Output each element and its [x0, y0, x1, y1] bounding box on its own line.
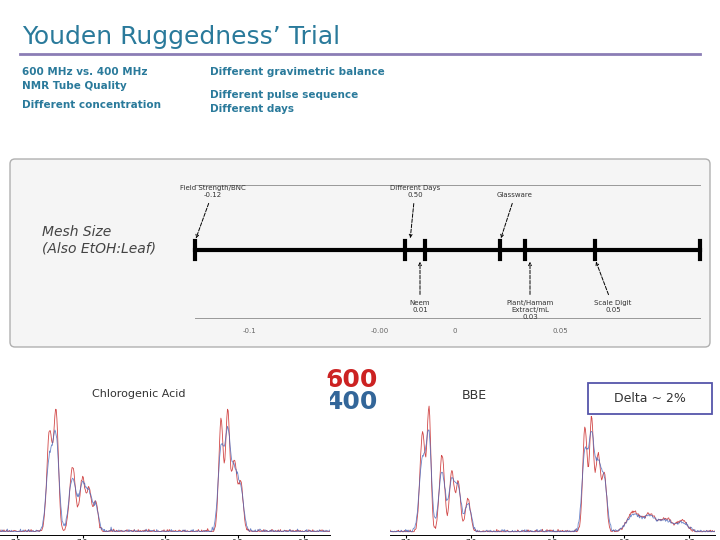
Text: Plant/Hamam
Extract/mL
0.03: Plant/Hamam Extract/mL 0.03	[506, 263, 554, 320]
Text: 600 MHz vs. 400 MHz
NMR Tube Quality: 600 MHz vs. 400 MHz NMR Tube Quality	[22, 67, 148, 91]
Text: Scale Digit
0.05: Scale Digit 0.05	[594, 262, 631, 313]
Text: 600: 600	[326, 368, 378, 392]
Text: Youden Ruggedness’ Trial: Youden Ruggedness’ Trial	[22, 25, 340, 49]
FancyBboxPatch shape	[588, 383, 712, 414]
Text: -0.1: -0.1	[243, 328, 257, 334]
Text: 0.05: 0.05	[552, 328, 568, 334]
Text: Different pulse sequence
Different days: Different pulse sequence Different days	[210, 90, 359, 114]
Text: 0: 0	[453, 328, 457, 334]
Text: BBE: BBE	[462, 389, 487, 402]
Text: Mesh Size
(Also EtOH:Leaf): Mesh Size (Also EtOH:Leaf)	[42, 225, 156, 255]
Text: Neem
0.01: Neem 0.01	[410, 263, 431, 313]
Text: -0.00: -0.00	[371, 328, 389, 334]
Text: 7: 7	[701, 519, 709, 532]
FancyBboxPatch shape	[10, 159, 710, 347]
Text: Chlorogenic Acid: Chlorogenic Acid	[92, 389, 186, 399]
Text: 400: 400	[326, 390, 378, 414]
Text: Glassware: Glassware	[497, 192, 533, 237]
Text: Different concentration: Different concentration	[22, 100, 161, 110]
Text: Different gravimetric balance: Different gravimetric balance	[210, 67, 384, 77]
Text: Delta ~ 2%: Delta ~ 2%	[614, 392, 686, 405]
Text: Different Days
0.50: Different Days 0.50	[390, 185, 440, 237]
Text: Field Strength/BNC
-0.12: Field Strength/BNC -0.12	[180, 185, 246, 238]
